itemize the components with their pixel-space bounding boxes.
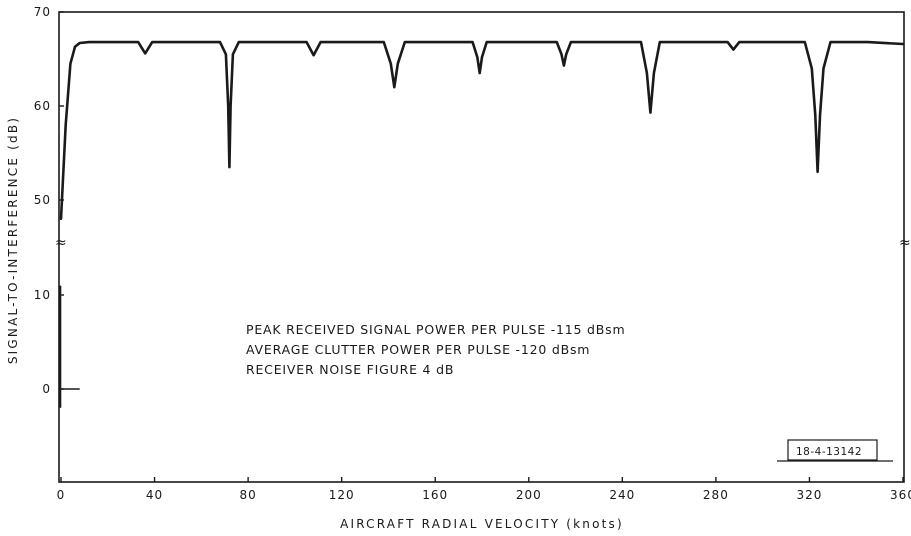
annotation-peak-signal: PEAK RECEIVED SIGNAL POWER PER PULSE -11… [246, 322, 625, 337]
y-tick-label-0: 70 [34, 5, 51, 19]
x-tick-label-7: 280 [703, 488, 729, 502]
x-tick-label-2: 80 [239, 488, 256, 502]
annotation-clutter: AVERAGE CLUTTER POWER PER PULSE -120 dBs… [246, 342, 590, 357]
x-tick-label-3: 120 [329, 488, 355, 502]
x-axis-ticks: 0 40 80 120 160 200 240 280 320 360 [57, 477, 911, 502]
y-axis-ticks: 70 60 50 10 0 [34, 5, 64, 396]
y-tick-label-2: 50 [34, 193, 51, 207]
y-break-mark-right: ≈ [899, 235, 911, 251]
x-tick-label-8: 320 [796, 488, 822, 502]
y-break-mark-left: ≈ [55, 235, 68, 251]
figure-stamp: 18-4-13142 [796, 446, 862, 458]
x-tick-label-9: 360 [890, 488, 911, 502]
annotation-noise: RECEIVER NOISE FIGURE 4 dB [246, 362, 454, 377]
y-tick-label-3: 10 [34, 288, 51, 302]
y-axis-title: SIGNAL-TO-INTERFERENCE (dB) [6, 116, 20, 364]
x-axis-title: AIRCRAFT RADIAL VELOCITY (knots) [340, 517, 624, 531]
x-tick-label-4: 160 [422, 488, 448, 502]
x-tick-label-0: 0 [57, 488, 66, 502]
plot-frame [58, 11, 905, 483]
x-tick-label-6: 240 [609, 488, 635, 502]
y-tick-label-1: 60 [34, 99, 51, 113]
y-tick-label-4: 0 [42, 382, 51, 396]
stamp-box [787, 439, 878, 461]
x-tick-label-1: 40 [146, 488, 163, 502]
x-tick-label-5: 200 [516, 488, 542, 502]
series-line [59, 40, 905, 221]
